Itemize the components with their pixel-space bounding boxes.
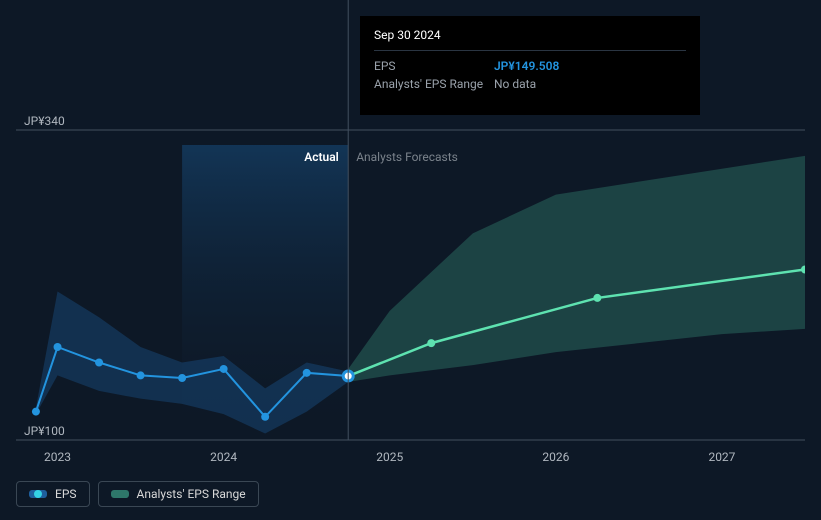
tooltip-row: EPSJP¥149.508 bbox=[374, 57, 686, 75]
legend-label: EPS bbox=[55, 487, 77, 501]
chart-tooltip: Sep 30 2024 EPSJP¥149.508Analysts' EPS R… bbox=[360, 16, 700, 115]
legend-swatch bbox=[29, 490, 47, 498]
x-axis-label: 2025 bbox=[376, 450, 403, 464]
legend: EPS Analysts' EPS Range bbox=[16, 481, 259, 507]
legend-label: Analysts' EPS Range bbox=[137, 487, 246, 501]
tooltip-date: Sep 30 2024 bbox=[374, 26, 686, 51]
x-axis-label: 2026 bbox=[542, 450, 569, 464]
tooltip-value: JP¥149.508 bbox=[494, 57, 559, 75]
y-axis-label: JP¥340 bbox=[24, 114, 65, 128]
legend-item[interactable]: EPS bbox=[16, 481, 90, 507]
tooltip-row: Analysts' EPS RangeNo data bbox=[374, 75, 686, 93]
tooltip-rows: EPSJP¥149.508Analysts' EPS RangeNo data bbox=[374, 57, 686, 93]
tooltip-key: Analysts' EPS Range bbox=[374, 75, 494, 93]
y-axis-label: JP¥100 bbox=[24, 424, 65, 438]
legend-item[interactable]: Analysts' EPS Range bbox=[98, 481, 259, 507]
x-axis-label: 2024 bbox=[210, 450, 237, 464]
x-axis-label: 2023 bbox=[44, 450, 71, 464]
section-label-actual: Actual bbox=[304, 150, 339, 164]
section-label-forecast: Analysts Forecasts bbox=[356, 150, 458, 164]
tooltip-value: No data bbox=[494, 75, 536, 93]
x-axis-label: 2027 bbox=[708, 450, 735, 464]
tooltip-key: EPS bbox=[374, 57, 494, 75]
legend-swatch bbox=[111, 490, 129, 498]
